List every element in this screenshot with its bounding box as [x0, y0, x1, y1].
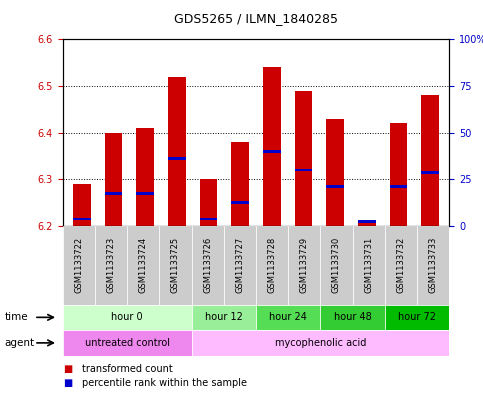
Bar [385, 226, 417, 305]
Bar [63, 305, 192, 330]
Bar [353, 226, 385, 305]
Text: ■: ■ [63, 364, 72, 374]
Bar [417, 226, 449, 305]
Bar [295, 91, 312, 226]
Bar [136, 128, 154, 226]
Text: GSM1133724: GSM1133724 [139, 237, 148, 293]
Text: mycophenolic acid: mycophenolic acid [275, 338, 366, 348]
Bar [358, 220, 376, 223]
Text: hour 24: hour 24 [269, 312, 307, 322]
Bar [385, 305, 449, 330]
Text: untreated control: untreated control [85, 338, 170, 348]
Text: hour 48: hour 48 [334, 312, 371, 322]
Text: transformed count: transformed count [82, 364, 173, 374]
Bar [256, 305, 320, 330]
Text: hour 72: hour 72 [398, 312, 436, 322]
Text: GSM1133728: GSM1133728 [268, 237, 277, 294]
Text: GSM1133726: GSM1133726 [203, 237, 212, 294]
Text: GSM1133725: GSM1133725 [171, 237, 180, 293]
Bar [288, 226, 320, 305]
Bar [231, 142, 249, 226]
Bar [73, 184, 90, 226]
Bar [390, 123, 407, 226]
Bar [256, 226, 288, 305]
Bar [63, 330, 192, 356]
Text: GSM1133731: GSM1133731 [364, 237, 373, 294]
Bar [136, 192, 154, 195]
Bar [263, 67, 281, 226]
Bar [263, 150, 281, 153]
Text: time: time [5, 312, 28, 322]
Bar [73, 218, 90, 220]
Bar [168, 157, 185, 160]
Text: GSM1133733: GSM1133733 [428, 237, 438, 294]
Bar [295, 169, 312, 171]
Bar [63, 226, 95, 305]
Bar [105, 132, 122, 226]
Text: GSM1133723: GSM1133723 [107, 237, 115, 294]
Text: GSM1133727: GSM1133727 [235, 237, 244, 294]
Bar [320, 305, 385, 330]
Text: hour 12: hour 12 [205, 312, 243, 322]
Bar [200, 179, 217, 226]
Bar [390, 185, 407, 188]
Bar [224, 226, 256, 305]
Bar [327, 119, 344, 226]
Bar [358, 221, 376, 226]
Bar [422, 95, 439, 226]
Bar [168, 77, 185, 226]
Bar [192, 305, 256, 330]
Bar [320, 226, 353, 305]
Text: ■: ■ [63, 378, 72, 388]
Bar [200, 218, 217, 220]
Bar [422, 171, 439, 174]
Text: hour 0: hour 0 [112, 312, 143, 322]
Text: GSM1133730: GSM1133730 [332, 237, 341, 294]
Text: GSM1133732: GSM1133732 [397, 237, 405, 294]
Bar [127, 226, 159, 305]
Bar [95, 226, 127, 305]
Bar [192, 226, 224, 305]
Text: GDS5265 / ILMN_1840285: GDS5265 / ILMN_1840285 [174, 12, 338, 25]
Bar [231, 201, 249, 204]
Text: GSM1133729: GSM1133729 [300, 237, 309, 293]
Bar [327, 185, 344, 188]
Bar [192, 330, 449, 356]
Bar [105, 192, 122, 195]
Text: percentile rank within the sample: percentile rank within the sample [82, 378, 247, 388]
Text: GSM1133722: GSM1133722 [74, 237, 84, 293]
Bar [159, 226, 192, 305]
Text: agent: agent [5, 338, 35, 348]
